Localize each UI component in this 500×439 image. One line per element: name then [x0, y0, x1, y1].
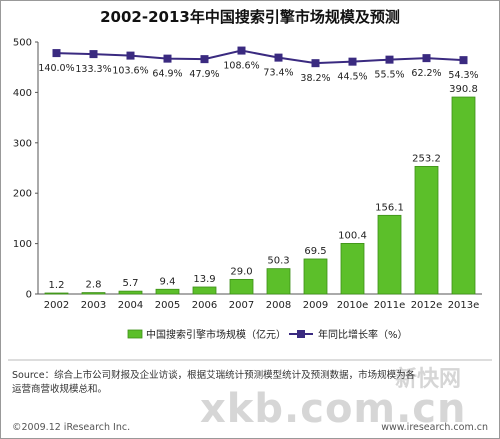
y-tick-label: 200 — [13, 189, 32, 200]
bar-labels: 1.2 2.8 5.7 9.4 13.9 29.0 50.3 69.5 100.4 156.1 25… — [49, 84, 478, 291]
y-tick-label: 400 — [13, 88, 32, 99]
bar-2007 — [229, 278, 254, 295]
bar-value-label: 2.8 — [86, 280, 102, 291]
growth-rate-point — [348, 57, 357, 66]
growth-rate-label: 62.2% — [411, 68, 441, 79]
growth-rate-label: 55.5% — [374, 70, 404, 81]
x-tick-label: 2007 — [229, 300, 254, 311]
bars — [44, 96, 476, 295]
bar-value-label: 100.4 — [338, 230, 367, 241]
bar-value-label: 50.3 — [267, 256, 289, 267]
bar-value-label: 13.9 — [193, 274, 215, 285]
bar-2009 — [303, 258, 328, 295]
growth-rate-point — [422, 54, 431, 63]
bar-value-label: 5.7 — [123, 278, 139, 289]
growth-rate-point — [237, 46, 246, 55]
growth-rate-label: 64.9% — [152, 69, 182, 80]
growth-rate-label: 47.9% — [189, 69, 219, 80]
source-line-2: 运营商营收规模总和。 — [12, 383, 107, 395]
y-tick-label: 300 — [13, 138, 32, 149]
growth-rate-point — [126, 51, 135, 60]
bar-2008 — [266, 268, 291, 295]
bar-value-label: 1.2 — [49, 280, 65, 291]
bar-value-label: 29.0 — [230, 266, 252, 277]
x-tick-label: 2003 — [81, 300, 106, 311]
growth-rate-label: 140.0% — [38, 63, 74, 74]
bar-2006 — [192, 286, 217, 295]
y-tick-label: 0 — [26, 290, 32, 301]
bar-value-label: 253.2 — [412, 153, 441, 164]
growth-rate-label: 44.5% — [337, 72, 367, 83]
bar-2005 — [155, 288, 180, 295]
growth-rate-point — [459, 56, 468, 65]
bar-value-label: 9.4 — [160, 276, 176, 287]
growth-rate-point — [200, 55, 209, 64]
bar-2011e — [377, 214, 402, 295]
watermark-logo: 新快网 — [395, 366, 461, 392]
x-tick-label: 2002 — [44, 300, 69, 311]
x-tick-labels: 2002 2003 2004 2005 2006 2007 2008 2009 2010e 201… — [44, 300, 480, 311]
footer-copyright: ©2009.12 iResearch Inc. — [12, 422, 130, 433]
legend-bar-label: 中国搜索引擎市场规模（亿元） — [146, 328, 286, 341]
x-tick-label: 2006 — [192, 300, 217, 311]
bar-2002 — [44, 292, 69, 295]
x-tick-label: 2009 — [303, 300, 328, 311]
growth-rate-point — [311, 59, 320, 68]
bar-value-label: 156.1 — [375, 202, 404, 213]
bar-value-label: 69.5 — [304, 246, 326, 257]
x-tick-label: 2005 — [155, 300, 180, 311]
growth-rate-point — [274, 53, 283, 62]
growth-rate-point — [163, 54, 172, 63]
y-tick-label: 100 — [13, 239, 32, 250]
growth-rate-point — [52, 49, 61, 58]
growth-rate-label: 38.2% — [300, 73, 330, 84]
growth-rate-point — [89, 50, 98, 59]
legend-line-label: 年同比增长率（%） — [318, 328, 408, 341]
x-tick-label: 2011e — [374, 300, 406, 311]
chart-title: 2002-2013年中国搜索引擎市场规模及预测 — [100, 8, 400, 26]
axes: 0 100 200 300 400 500 — [13, 38, 482, 301]
bar-2013e — [451, 96, 476, 295]
x-tick-label: 2008 — [266, 300, 291, 311]
y-tick-label: 500 — [13, 38, 32, 49]
source-line-1: Source：综合上市公司财报及企业访谈，根据艾瑞统计预测模型统计及预测数据，市… — [12, 369, 416, 381]
growth-rate-polyline — [56, 49, 464, 65]
x-tick-label: 2013e — [448, 300, 480, 311]
bar-2003 — [81, 292, 106, 295]
growth-rate-label: 54.3% — [448, 70, 478, 81]
x-tick-label: 2012e — [411, 300, 443, 311]
growth-line: 140.0% 133.3% 103.6% 64.9% 47.9% 108.6% 73.4% 3… — [38, 46, 479, 84]
legend-line-marker — [297, 330, 305, 338]
growth-rate-label: 73.4% — [263, 68, 293, 79]
growth-rate-label: 103.6% — [112, 66, 148, 77]
legend: 中国搜索引擎市场规模（亿元） 年同比增长率（%） — [127, 328, 408, 341]
bar-2012e — [414, 165, 439, 295]
x-tick-label: 2004 — [118, 300, 143, 311]
growth-rate-point — [385, 55, 394, 64]
legend-bar-swatch — [127, 329, 143, 339]
watermark-text: xkb.com.cn — [200, 386, 466, 432]
bar-2004 — [118, 290, 143, 295]
x-tick-label: 2010e — [337, 300, 369, 311]
growth-rate-label: 133.3% — [75, 64, 111, 75]
bar-value-label: 390.8 — [449, 84, 478, 95]
footer-url: www.iresearch.com.cn — [381, 422, 488, 433]
growth-rate-label: 108.6% — [223, 61, 259, 72]
bar-2010e — [340, 242, 365, 295]
